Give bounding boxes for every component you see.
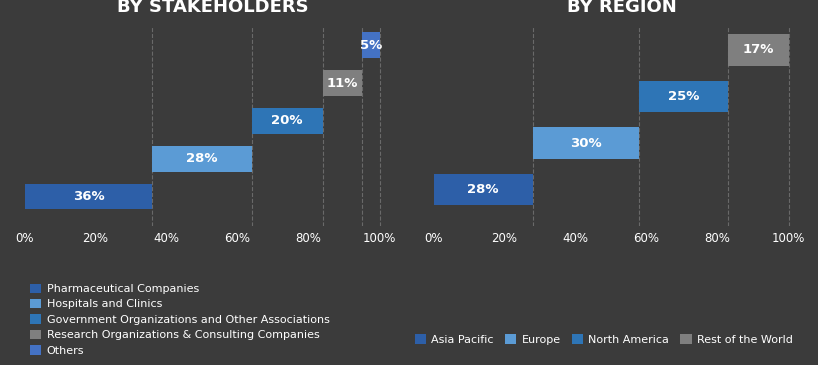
Bar xyxy=(25,184,152,210)
Text: 28%: 28% xyxy=(468,183,499,196)
Text: 28%: 28% xyxy=(187,152,218,165)
Legend: Asia Pacific, Europe, North America, Rest of the World: Asia Pacific, Europe, North America, Res… xyxy=(415,334,793,345)
Bar xyxy=(533,127,640,159)
Bar xyxy=(640,81,728,112)
Text: 20%: 20% xyxy=(272,114,303,127)
Legend: Pharmaceutical Companies, Hospitals and Clinics, Government Organizations and Ot: Pharmaceutical Companies, Hospitals and … xyxy=(30,284,330,356)
Text: 30%: 30% xyxy=(570,137,602,150)
Text: 11%: 11% xyxy=(326,77,358,89)
Text: 25%: 25% xyxy=(668,90,699,103)
Bar xyxy=(323,70,362,96)
Text: 36%: 36% xyxy=(73,190,104,203)
Bar xyxy=(434,174,533,205)
Title: BY REGION: BY REGION xyxy=(567,0,676,16)
Bar xyxy=(252,108,323,134)
Bar xyxy=(728,34,789,66)
Bar xyxy=(152,146,252,172)
Text: 5%: 5% xyxy=(360,39,382,52)
Text: 17%: 17% xyxy=(743,43,774,56)
Title: BY STAKEHOLDERS: BY STAKEHOLDERS xyxy=(117,0,308,16)
Bar xyxy=(362,32,380,58)
